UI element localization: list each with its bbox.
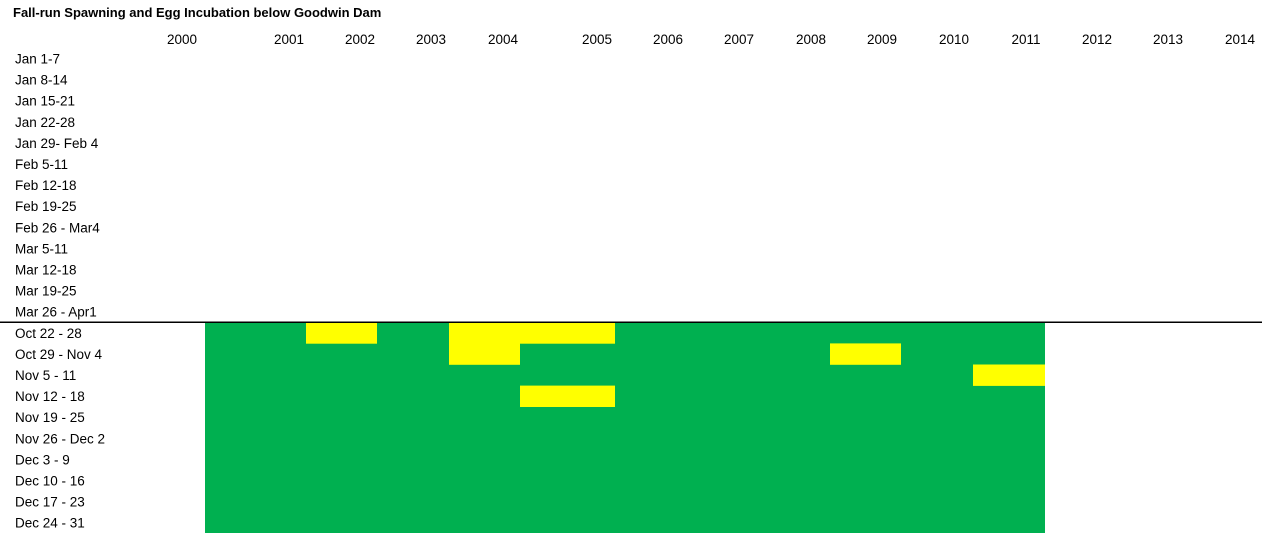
- y-tick-label: Oct 22 - 28: [15, 326, 82, 341]
- x-tick-label: 2004: [488, 32, 519, 47]
- y-tick-label: Dec 3 - 9: [15, 452, 70, 467]
- y-tick-label: Feb 26 - Mar4: [15, 220, 100, 235]
- x-tick-label: 2014: [1225, 32, 1256, 47]
- y-tick-label: Jan 1-7: [15, 52, 60, 67]
- y-tick-label: Jan 8-14: [15, 73, 68, 88]
- heatmap-cell: [449, 343, 520, 365]
- y-tick-label: Mar 26 - Apr1: [15, 305, 97, 320]
- heatmap-cell: [520, 385, 615, 407]
- x-tick-label: 2011: [1011, 32, 1040, 47]
- x-tick-label: 2009: [867, 32, 897, 47]
- heatmap-block: [205, 322, 1045, 533]
- x-tick-label: 2005: [582, 32, 612, 47]
- y-tick-label: Nov 19 - 25: [15, 410, 85, 425]
- y-tick-label: Oct 29 - Nov 4: [15, 347, 103, 362]
- x-tick-label: 2000: [167, 32, 197, 47]
- x-tick-label: 2013: [1153, 32, 1183, 47]
- y-tick-label: Dec 17 - 23: [15, 495, 85, 510]
- y-tick-label: Nov 12 - 18: [15, 389, 85, 404]
- x-tick-label: 2007: [724, 32, 754, 47]
- y-tick-label: Feb 19-25: [15, 199, 77, 214]
- y-tick-label: Dec 10 - 16: [15, 474, 85, 489]
- heatmap-cell: [449, 322, 520, 344]
- chart-title: Fall-run Spawning and Egg Incubation bel…: [13, 5, 382, 20]
- x-tick-label: 2001: [274, 32, 304, 47]
- y-tick-label: Nov 5 - 11: [15, 368, 76, 383]
- heatmap-cell: [520, 322, 615, 344]
- y-tick-label: Mar 5-11: [15, 241, 68, 256]
- x-tick-label: 2008: [796, 32, 826, 47]
- y-tick-label: Jan 22-28: [15, 115, 75, 130]
- x-tick-label: 2006: [653, 32, 683, 47]
- y-tick-label: Nov 26 - Dec 2: [15, 431, 105, 446]
- y-tick-label: Mar 12-18: [15, 263, 77, 278]
- x-tick-label: 2003: [416, 32, 446, 47]
- heatmap-cell: [830, 343, 901, 365]
- y-tick-label: Jan 15-21: [15, 94, 75, 109]
- x-tick-label: 2010: [939, 32, 969, 47]
- x-tick-label: 2012: [1082, 32, 1112, 47]
- y-tick-label: Feb 5-11: [15, 157, 68, 172]
- heatmap-cell: [973, 364, 1045, 386]
- y-tick-label: Dec 24 - 31: [15, 516, 85, 531]
- y-tick-label: Feb 12-18: [15, 178, 77, 193]
- y-tick-label: Mar 19-25: [15, 284, 77, 299]
- heatmap-cell: [306, 322, 377, 344]
- y-tick-label: Jan 29- Feb 4: [15, 136, 99, 151]
- x-tick-label: 2002: [345, 32, 375, 47]
